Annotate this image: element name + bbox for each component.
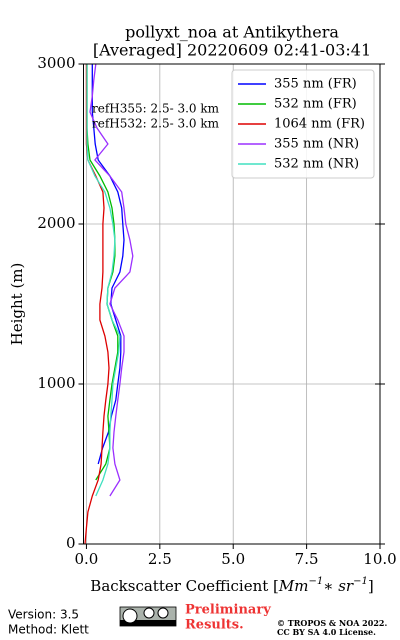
copyright: © TROPOS & NOA 2022. [277,618,387,628]
profile-line [89,63,134,497]
x-label-part: −1 [353,576,368,587]
annotation: refH532: 2.5- 3.0 km [92,117,220,131]
x-label-part: ] [368,577,374,595]
x-tick-label: 7.5 [295,550,319,568]
profile-line [86,64,121,497]
plot-frame [83,63,381,545]
legend-label: 532 nm (FR) [274,97,357,112]
method: Method: Klett [8,623,89,637]
x-axis-label: Backscatter Coefficient [Mm−1∗ sr−1] [90,576,373,596]
status: Preliminary [185,603,271,618]
y-tick-label: 3000 [37,54,75,72]
x-label-part: ∗ sr [323,577,354,595]
y-tick-label: 0 [66,534,76,552]
version: Version: 3.5 [8,608,79,622]
y-tick-label: 1000 [37,374,75,392]
x-tick-label: 2.5 [148,550,172,568]
cc-badge [119,606,177,627]
x-label-part: Backscatter Coefficient [ [90,577,279,595]
legend-box [231,69,375,179]
chart-title: pollyxt_noa at Antikythera [125,23,339,42]
x-tick-label: 5.0 [221,550,245,568]
x-label-part: −1 [308,576,323,587]
profile-line [91,64,125,465]
license: CC BY SA 4.0 License. [277,627,376,637]
y-tick-label: 2000 [37,214,75,232]
legend-label: 1064 nm (FR) [274,117,365,132]
x-label-part: Mm [278,577,309,595]
annotation: refH355: 2.5- 3.0 km [92,102,220,116]
x-tick-label: 0.0 [75,550,99,568]
y-axis-label: Height (m) [8,263,26,346]
status: Results. [185,618,244,633]
legend-label: 355 nm (NR) [274,137,359,152]
legend-label: 355 nm (FR) [274,77,357,92]
x-tick-label: 10.0 [363,550,396,568]
chart-title: [Averaged] 20220609 02:41-03:41 [93,41,371,60]
legend-label: 532 nm (NR) [274,157,359,172]
